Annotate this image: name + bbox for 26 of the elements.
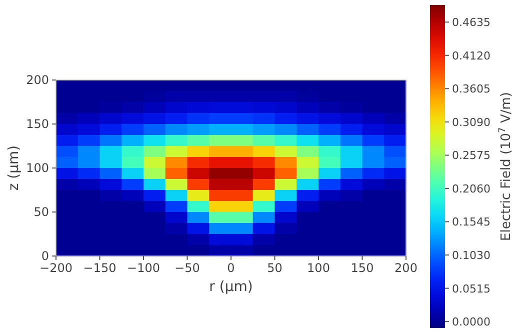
color-bar-label: 0.4120: [452, 49, 490, 62]
x-tick-label: −150: [83, 261, 116, 275]
y-tick-label: 200: [26, 73, 49, 87]
x-tick-label: −100: [127, 261, 160, 275]
color-bar-label: 0.3090: [452, 116, 490, 129]
color-bar-label: 0.3605: [452, 82, 490, 96]
x-tick-label: 0: [227, 261, 235, 275]
x-tick-label: −200: [40, 261, 72, 275]
color-bar-label: 0.0000: [452, 316, 490, 329]
x-tick-label: −50: [174, 261, 200, 275]
color-bar-label: 0.2575: [452, 149, 490, 162]
y-tick-label: 0: [41, 249, 49, 263]
y-tick-label: 50: [34, 205, 49, 219]
x-axis-title: r (μm): [209, 279, 253, 295]
color-bar-label: 0.0515: [452, 282, 490, 296]
y-axis-title: z (μm): [6, 145, 22, 191]
color-bar-label: 0.4635: [452, 16, 490, 30]
color-bar-label: 0.1545: [452, 216, 490, 229]
x-tick-label: 100: [307, 261, 330, 275]
x-tick-label: 50: [267, 261, 282, 275]
x-tick-label: 200: [394, 261, 418, 275]
color-bar-label: 0.2060: [452, 182, 490, 196]
y-tick-label: 150: [26, 117, 49, 131]
y-tick-label: 100: [26, 161, 49, 175]
x-tick-label: 150: [350, 261, 374, 275]
color-bar-label: 0.1030: [452, 249, 490, 262]
